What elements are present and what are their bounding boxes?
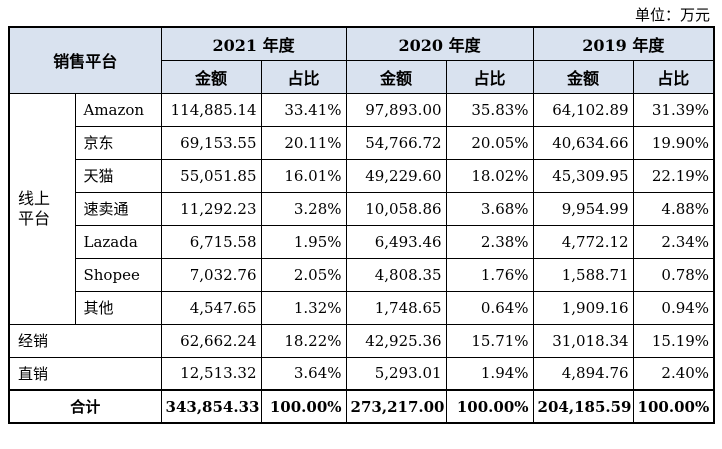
header-amount: 金额 [345, 59, 447, 94]
total-row: 合计 343,854.33 100.00% 273,217.00 100.00% 204,… [8, 389, 715, 424]
category-online-line2: 平台 [18, 208, 51, 228]
value-cell: 4,894.76 [532, 356, 634, 391]
total-value-cell: 100.00% [632, 389, 715, 424]
header-year-2020: 2020 年度 [345, 26, 534, 61]
total-value-cell: 100.00% [260, 389, 347, 424]
value-cell: 4.88% [632, 191, 715, 226]
table-row: Lazada 6,715.58 1.95% 6,493.46 2.38% 4,772.12… [9, 224, 715, 259]
channel-name: 经销 [8, 323, 162, 358]
value-cell: 1.95% [260, 224, 347, 259]
value-cell: 0.94% [632, 290, 715, 325]
value-cell: 2.40% [632, 356, 715, 391]
table-row: 直销 12,513.32 3.64% 5,293.01 1.94% 4,894.76 2.4… [8, 356, 715, 391]
value-cell: 19.90% [632, 125, 715, 160]
header-amount: 金额 [532, 59, 634, 94]
value-cell: 2.38% [445, 224, 534, 259]
total-value-cell: 100.00% [445, 389, 534, 424]
value-cell: 3.64% [260, 356, 347, 391]
header-year-2021: 2021 年度 [160, 26, 347, 61]
value-cell: 20.11% [260, 125, 347, 160]
value-cell: 10,058.86 [345, 191, 447, 226]
value-cell: 18.02% [445, 158, 534, 193]
value-cell: 11,292.23 [160, 191, 262, 226]
value-cell: 18.22% [260, 323, 347, 358]
value-cell: 2.05% [260, 257, 347, 292]
value-cell: 45,309.95 [532, 158, 634, 193]
table-row: 经销 62,662.24 18.22% 42,925.36 15.71% 31,018.3… [8, 323, 715, 358]
value-cell: 20.05% [445, 125, 534, 160]
value-cell: 2.34% [632, 224, 715, 259]
value-cell: 12,513.32 [160, 356, 262, 391]
table-row: Shopee 7,032.76 2.05% 4,808.35 1.76% 1,588.71… [9, 257, 715, 292]
value-cell: 15.71% [445, 323, 534, 358]
value-cell: 54,766.72 [345, 125, 447, 160]
total-value-cell: 273,217.00 [345, 389, 447, 424]
value-cell: 4,808.35 [345, 257, 447, 292]
value-cell: 16.01% [260, 158, 347, 193]
table-row: 其他 4,547.65 1.32% 1,748.65 0.64% 1,909.16 0.94… [9, 290, 715, 325]
value-cell: 62,662.24 [160, 323, 262, 358]
total-value-cell: 343,854.33 [160, 389, 262, 424]
platform-name: Amazon [74, 92, 162, 127]
value-cell: 3.68% [445, 191, 534, 226]
value-cell: 0.64% [445, 290, 534, 325]
table-row: 速卖通 11,292.23 3.28% 10,058.86 3.68% 9,954.99 4… [9, 191, 715, 226]
value-cell: 1.76% [445, 257, 534, 292]
header-ratio: 占比 [632, 59, 715, 94]
value-cell: 97,893.00 [345, 92, 447, 127]
sales-platform-table: 销售平台 2021 年度 2020 年度 2019 年度 金额 占比 金额 占比… [8, 26, 716, 424]
value-cell: 7,032.76 [160, 257, 262, 292]
value-cell: 64,102.89 [532, 92, 634, 127]
header-platform: 销售平台 [8, 26, 162, 94]
value-cell: 40,634.66 [532, 125, 634, 160]
platform-name: 京东 [74, 125, 162, 160]
value-cell: 3.28% [260, 191, 347, 226]
value-cell: 49,229.60 [345, 158, 447, 193]
platform-name: 天猫 [74, 158, 162, 193]
value-cell: 1,909.16 [532, 290, 634, 325]
value-cell: 9,954.99 [532, 191, 634, 226]
value-cell: 15.19% [632, 323, 715, 358]
platform-name: Shopee [74, 257, 162, 292]
value-cell: 114,885.14 [160, 92, 262, 127]
value-cell: 55,051.85 [160, 158, 262, 193]
value-cell: 35.83% [445, 92, 534, 127]
value-cell: 33.41% [260, 92, 347, 127]
table-row: 线上 平台 Amazon 114,885.14 33.41% 97,893.00 35.83… [8, 92, 715, 325]
value-cell: 31,018.34 [532, 323, 634, 358]
table-row: 京东 69,153.55 20.11% 54,766.72 20.05% 40,634.6… [9, 125, 715, 160]
header-amount: 金额 [160, 59, 262, 94]
total-value-cell: 204,185.59 [532, 389, 634, 424]
platform-name: 其他 [74, 290, 162, 325]
value-cell: 4,772.12 [532, 224, 634, 259]
category-online-line1: 线上 [18, 188, 51, 208]
value-cell: 1.32% [260, 290, 347, 325]
unit-label: 单位：万元 [634, 6, 710, 24]
header-ratio: 占比 [445, 59, 534, 94]
value-cell: 1.94% [445, 356, 534, 391]
value-cell: 4,547.65 [160, 290, 262, 325]
value-cell: 1,748.65 [345, 290, 447, 325]
value-cell: 6,493.46 [345, 224, 447, 259]
value-cell: 69,153.55 [160, 125, 262, 160]
header-year-2019: 2019 年度 [532, 26, 715, 61]
value-cell: 22.19% [632, 158, 715, 193]
total-label: 合计 [8, 389, 162, 424]
value-cell: 0.78% [632, 257, 715, 292]
platform-name: 速卖通 [74, 191, 162, 226]
value-cell: 42,925.36 [345, 323, 447, 358]
category-online: 线上 平台 [8, 92, 76, 325]
table-row: 天猫 55,051.85 16.01% 49,229.60 18.02% 45,309.9… [9, 158, 715, 193]
header-ratio: 占比 [260, 59, 347, 94]
value-cell: 6,715.58 [160, 224, 262, 259]
platform-name: Lazada [74, 224, 162, 259]
channel-name: 直销 [8, 356, 162, 391]
value-cell: 1,588.71 [532, 257, 634, 292]
value-cell: 31.39% [632, 92, 715, 127]
value-cell: 5,293.01 [345, 356, 447, 391]
